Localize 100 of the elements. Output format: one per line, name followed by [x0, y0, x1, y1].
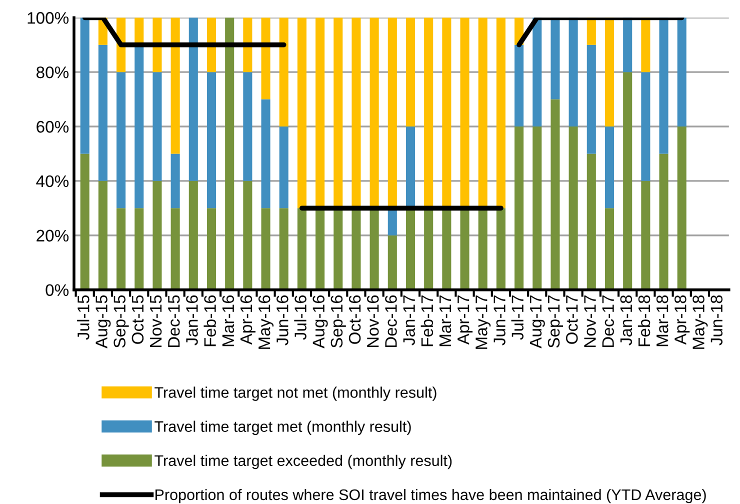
bar: [170, 154, 180, 208]
x-tick-label: Oct-16: [348, 295, 361, 344]
bar: [297, 208, 306, 290]
bar: [170, 208, 180, 290]
legend-label: Travel time target not met (monthly result): [154, 386, 436, 401]
bar: [568, 18, 578, 127]
bar: [134, 208, 144, 290]
bar: [406, 18, 416, 127]
x-tick-label: Feb-17: [420, 295, 434, 346]
bar: [568, 126, 578, 290]
bar: [297, 18, 306, 208]
legend-label: Travel time target met (monthly result): [154, 420, 411, 435]
bar: [550, 99, 560, 290]
x-tick-label: May-17: [476, 295, 491, 349]
x-tick-label: Jun-17: [494, 295, 506, 346]
bar: [188, 18, 198, 181]
bar: [206, 208, 216, 290]
x-tick-label: Mar-16: [222, 295, 234, 346]
x-tick-label: Sep-17: [548, 295, 563, 348]
y-tick-label: 60%: [36, 120, 69, 133]
bar: [514, 126, 524, 290]
bar: [659, 18, 668, 154]
bar: [243, 72, 252, 181]
bar: [170, 18, 180, 154]
bar: [80, 18, 90, 154]
legend-label: Proportion of routes where SOI travel times have been maintained (YTD Average): [156, 488, 706, 504]
x-tick-label: Apr-17: [458, 295, 473, 345]
bar: [279, 126, 288, 208]
bar: [641, 72, 650, 181]
x-tick-label: Aug-15: [96, 295, 111, 348]
bar: [261, 208, 270, 290]
x-tick-label: Nov-15: [150, 295, 162, 348]
x-tick-label: Jul-17: [511, 295, 524, 340]
bar: [188, 180, 198, 290]
bar: [279, 18, 288, 127]
y-tick-label: 100%: [28, 12, 69, 24]
bar: [677, 126, 686, 290]
x-tick-label: Dec-17: [602, 295, 614, 348]
bar: [243, 18, 252, 72]
y-tick-label: 0%: [46, 284, 69, 296]
x-tick-label: May-18: [692, 295, 708, 349]
x-tick-label: Feb-18: [638, 295, 650, 346]
bar: [586, 44, 596, 154]
bar: [604, 18, 614, 127]
bar: [388, 235, 397, 290]
x-tick-label: Jan-16: [186, 295, 198, 346]
bar: [641, 180, 650, 290]
x-tick-label: Jan-17: [403, 295, 415, 346]
bar: [279, 208, 288, 290]
x-tick-label: Jun-16: [276, 295, 288, 346]
legend-label: Travel time target exceeded (monthly result): [154, 454, 452, 470]
bar: [225, 18, 234, 290]
bar: [677, 18, 686, 127]
x-tick-label: Jan-18: [620, 295, 632, 346]
bar: [116, 72, 126, 208]
bar: [623, 18, 632, 72]
x-tick-label: Aug-17: [530, 295, 545, 348]
x-tick-label: Jun-18: [710, 295, 723, 346]
bar: [659, 154, 668, 290]
y-tick-label: 40%: [36, 175, 69, 188]
x-tick-label: Sep-16: [330, 295, 346, 348]
x-tick-label: Oct-15: [132, 295, 144, 344]
bar: [261, 99, 270, 208]
x-tick-label: Jul-16: [294, 295, 306, 340]
bar: [532, 18, 542, 127]
x-tick-label: Aug-16: [312, 295, 328, 348]
bar: [496, 18, 506, 208]
bar: [550, 18, 560, 100]
x-tick-label: Nov-17: [584, 295, 596, 348]
bar: [586, 18, 596, 45]
bar: [98, 180, 108, 290]
x-tick-label: Oct-17: [566, 295, 578, 344]
y-tick-label: 80%: [36, 66, 69, 78]
bar: [206, 72, 216, 208]
bar: [623, 72, 632, 290]
bar: [641, 18, 650, 72]
bar: [243, 180, 252, 290]
x-tick-label: Feb-16: [204, 295, 216, 346]
bar: [152, 18, 162, 72]
x-tick-label: Mar-17: [440, 295, 452, 346]
x-tick-label: Apr-18: [674, 295, 690, 345]
x-tick-label: Dec-15: [168, 295, 180, 348]
bar: [80, 154, 90, 290]
bar: [116, 208, 126, 290]
bar: [604, 208, 614, 290]
x-tick-label: Nov-16: [366, 295, 379, 348]
bar: [98, 44, 108, 181]
bar: [152, 180, 162, 290]
x-tick-label: Sep-15: [114, 295, 129, 348]
bar: [532, 126, 542, 290]
x-tick-label: Mar-18: [656, 295, 668, 346]
bar: [152, 72, 162, 181]
x-tick-label: Apr-16: [240, 295, 256, 345]
y-tick-label: 20%: [36, 230, 69, 242]
x-tick-label: May-16: [258, 295, 274, 349]
bar: [586, 154, 596, 290]
bar: [514, 44, 524, 127]
bar: [261, 18, 270, 100]
bar: [496, 208, 506, 290]
x-tick-label: Jul-15: [77, 295, 90, 340]
